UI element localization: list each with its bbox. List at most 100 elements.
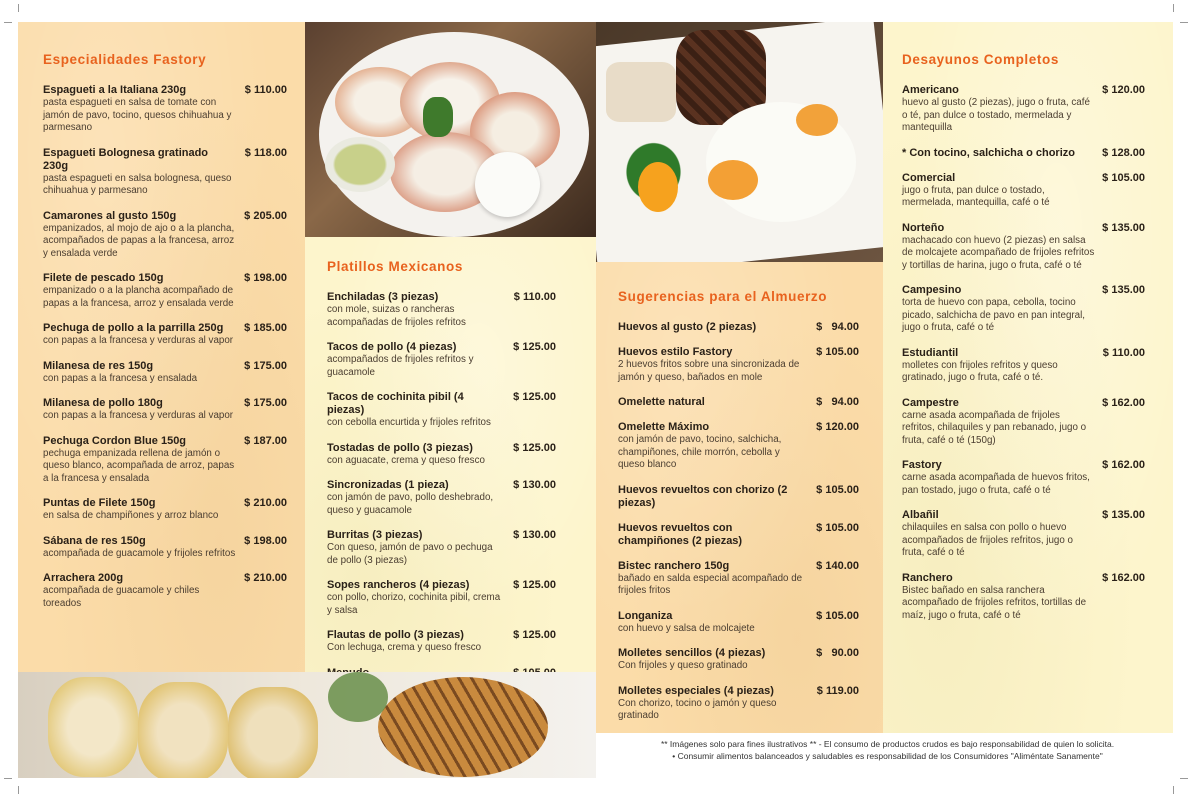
item-description: jugo o fruta, pan dulce o tostado, merme… <box>902 184 1050 209</box>
crop-mark <box>1173 786 1174 794</box>
item-name: Milanesa de pollo 180g <box>43 397 163 409</box>
item-description: pasta espagueti en salsa de tomate con j… <box>43 97 232 133</box>
menu-item: Huevos estilo Fastory $ 105.00 2 huevos fr… <box>618 346 859 384</box>
menu-item: Albañil $ 135.00 chilaquiles en salsa con … <box>902 509 1145 560</box>
menu-item: Norteño $ 135.00 machacado con huevo (2 pi… <box>902 222 1145 273</box>
item-name: Ranchero <box>902 571 953 584</box>
item-name: Arrachera 200g <box>43 572 124 584</box>
item-price: $ 125.00 <box>513 341 556 353</box>
item-price: $ 94.00 <box>816 396 859 408</box>
photo-enchiladas-chicken <box>18 672 596 778</box>
item-description: molletes con frijoles refritos y queso g… <box>902 359 1058 384</box>
item-description: Con lechuga, crema y queso fresco <box>327 642 482 653</box>
item-name: Estudiantil <box>902 346 959 359</box>
menu-item: Huevos revueltos con champiñones (2 piez… <box>618 522 859 548</box>
menu-item: Molletes especiales (4 piezas) $ 119.00 Co… <box>618 685 859 723</box>
item-price: $ 110.00 <box>244 84 287 96</box>
item-name: Longaniza <box>618 609 673 622</box>
menu-item: Sopes rancheros (4 piezas) $ 125.00 con po… <box>327 579 556 617</box>
footer-line-2: • Consumir alimentos balanceados y salud… <box>672 751 1103 761</box>
item-description: con mole, suizas o rancheras acompañadas… <box>327 304 466 328</box>
menu-item: Fastory $ 162.00 carne asada acompañada de… <box>902 459 1145 497</box>
item-price: $ 120.00 <box>816 421 859 433</box>
item-price: $ 125.00 <box>513 441 556 454</box>
item-name: Sincronizadas (1 pieza) <box>327 479 449 491</box>
photo-chilaquiles <box>305 22 596 237</box>
item-price: $ 110.00 <box>513 291 556 303</box>
item-name: Filete de pescado 150g <box>43 272 164 284</box>
section-mexicanos: Platillos Mexicanos Enchiladas (3 piezas… <box>305 237 596 679</box>
item-price: $ 198.00 <box>244 534 287 547</box>
item-price: $ 135.00 <box>1102 221 1145 234</box>
item-price: $ 198.00 <box>244 272 287 284</box>
menu-item: Omelette natural $ 94.00 <box>618 396 859 409</box>
crop-mark <box>18 786 19 794</box>
photo-steak-eggs <box>596 22 883 262</box>
item-description: con aguacate, crema y queso fresco <box>327 454 485 466</box>
item-name: Espagueti Bolognesa gratinado 230g <box>43 146 209 172</box>
menu-item: Campesino $ 135.00 torta de huevo con papa… <box>902 284 1145 335</box>
item-name: Huevos estilo Fastory <box>618 346 733 358</box>
item-name: Huevos al gusto (2 piezas) <box>618 321 757 333</box>
item-price: $ 125.00 <box>513 579 556 591</box>
item-price: $ 90.00 <box>816 647 859 659</box>
item-price: $ 105.00 <box>816 483 859 496</box>
item-name: Pechuga Cordon Blue 150g <box>43 434 187 447</box>
item-price: $ 94.00 <box>816 321 859 333</box>
menu-item: Estudiantil $ 110.00 molletes con frijoles… <box>902 347 1145 385</box>
item-price: $ 135.00 <box>1102 284 1145 296</box>
item-price: $ 130.00 <box>513 529 556 541</box>
section-title: Desayunos Completos <box>902 52 1059 67</box>
menu-item: Burritas (3 piezas) $ 130.00 Con queso, ja… <box>327 529 556 567</box>
item-description: pechuga empanizada rellena de jamón o qu… <box>43 447 235 484</box>
item-name: Comercial <box>902 171 956 184</box>
item-name: Pechuga de pollo a la parrilla 250g <box>43 322 224 334</box>
item-description: huevo al gusto (2 piezas), jugo o fruta,… <box>902 97 1090 133</box>
menu-item: Campestre $ 162.00 carne asada acompañada … <box>902 397 1145 448</box>
menu-item: Camarones al gusto 150g $ 205.00 empanizad… <box>43 210 287 261</box>
menu-item: Enchiladas (3 piezas) $ 110.00 con mole, s… <box>327 291 556 329</box>
item-price: $ 185.00 <box>244 322 287 334</box>
section-title: Sugerencias para el Almuerzo <box>618 289 828 304</box>
item-price: $ 175.00 <box>244 359 287 372</box>
item-price: $ 120.00 <box>1102 84 1145 96</box>
item-description: con jamón de pavo, pollo deshebrado, que… <box>327 492 494 516</box>
menu-item: Bistec ranchero 150g $ 140.00 bañado en sa… <box>618 560 859 598</box>
item-price: $ 130.00 <box>513 479 556 491</box>
item-name: * Con tocino, salchicha o chorizo <box>902 146 1075 159</box>
item-price: $ 210.00 <box>244 497 287 509</box>
item-description: con papas a la francesa y verduras al va… <box>43 335 234 346</box>
menu-item: Tostadas de pollo (3 piezas) $ 125.00 con … <box>327 442 556 468</box>
item-price: $ 210.00 <box>244 572 287 584</box>
item-price: $ 175.00 <box>244 397 287 409</box>
item-name: Huevos revueltos con chorizo (2 piezas) <box>618 483 788 509</box>
item-price: $ 187.00 <box>244 434 287 447</box>
menu-item: Huevos al gusto (2 piezas) $ 94.00 <box>618 321 859 334</box>
item-description: Bistec bañado en salsa ranchera acompaña… <box>902 584 1087 621</box>
item-name: Norteño <box>902 221 945 234</box>
item-name: Tacos de cochinita pibil (4 piezas) <box>327 391 464 416</box>
menu-item: Sincronizadas (1 pieza) $ 130.00 con jamón… <box>327 479 556 517</box>
menu-item: Ranchero $ 162.00 Bistec bañado en salsa r… <box>902 572 1145 623</box>
item-price: $ 205.00 <box>244 209 287 222</box>
item-description: empanizados, al mojo de ajo o a la planc… <box>43 222 235 259</box>
item-description: carne asada acompañada de huevos fritos,… <box>902 472 1090 496</box>
menu-item: Tacos de cochinita pibil (4 piezas) $ 125… <box>327 391 556 430</box>
item-name: Milanesa de res 150g <box>43 359 154 372</box>
item-name: Espagueti a la Italiana 230g <box>43 84 187 96</box>
item-price: $ 105.00 <box>816 609 859 622</box>
item-description: machacado con huevo (2 piezas) en salsa … <box>902 234 1095 271</box>
item-name: Camarones al gusto 150g <box>43 209 177 222</box>
section-almuerzo: Sugerencias para el Almuerzo Huevos al g… <box>596 262 883 733</box>
item-description: acompañada de guacamole y frijoles refri… <box>43 547 236 559</box>
item-name: Burritas (3 piezas) <box>327 529 423 541</box>
item-name: Molletes especiales (4 piezas) <box>618 684 774 697</box>
menu-item: Milanesa de res 150g $ 175.00 con papas a … <box>43 360 287 386</box>
item-price: $ 105.00 <box>816 521 859 534</box>
menu-item: Huevos revueltos con chorizo (2 piezas) $… <box>618 484 859 510</box>
item-name: Fastory <box>902 459 942 471</box>
item-description: torta de huevo con papa, cebolla, tocino… <box>902 297 1086 333</box>
menu-item: Filete de pescado 150g $ 198.00 empanizado… <box>43 272 287 310</box>
menu-item: Puntas de Filete 150g $ 210.00 en salsa de… <box>43 497 287 523</box>
item-description: en salsa de champiñones y arroz blanco <box>43 510 219 521</box>
